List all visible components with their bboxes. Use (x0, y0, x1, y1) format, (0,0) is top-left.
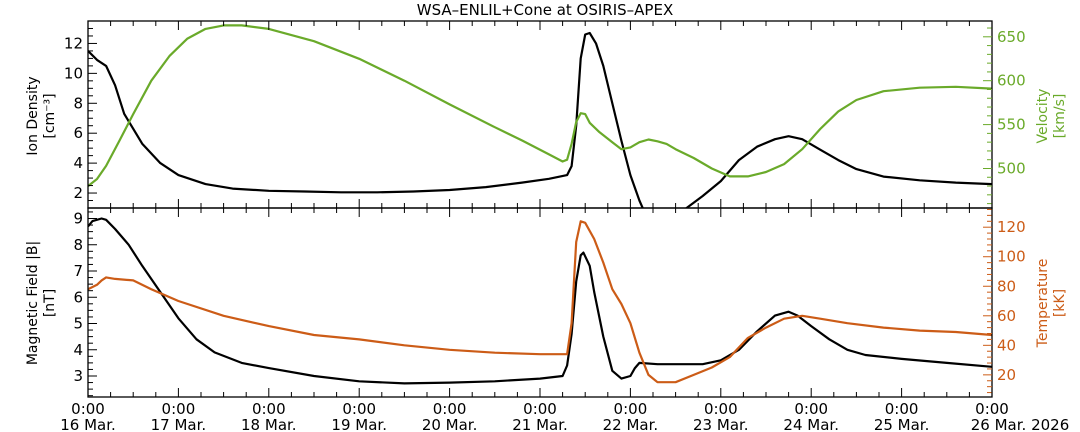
x-tick-time-label: 0:00 (975, 400, 1009, 418)
series-line-temperature (88, 220, 992, 384)
right-tick-label: 600 (997, 72, 1026, 90)
ion-density-axis-unit: [cm⁻³] (42, 93, 58, 138)
right-tick-label: 500 (997, 159, 1026, 177)
x-tick-time-label: 0:00 (885, 400, 919, 418)
x-tick-time-label: 0:00 (704, 400, 738, 418)
magnetic-field-axis-title: Magnetic Field |B| (25, 241, 41, 365)
right-tick-label: 60 (997, 307, 1016, 325)
temperature-axis-title: Temperature (1035, 259, 1051, 349)
x-tick-time-label: 0:00 (523, 400, 557, 418)
left-tick-label: 8 (73, 236, 83, 254)
bottom-panel-magnetic-field-temperature: Magnetic Field |B| [nT] Temperature [kK]… (25, 207, 1068, 398)
x-tick-time-label: 0:00 (433, 400, 467, 418)
x-tick-date-label: 23 Mar. (693, 416, 749, 432)
x-tick-date-label: 16 Mar. (60, 416, 116, 432)
right-tick-label: 40 (997, 336, 1016, 354)
left-tick-label: 6 (73, 288, 83, 306)
left-tick-label: 6 (73, 124, 83, 142)
series-line-velocity (88, 24, 992, 187)
ion-density-axis-title: Ion Density (25, 76, 41, 155)
right-tick-label: 120 (997, 218, 1026, 236)
x-tick-time-label: 0:00 (342, 400, 376, 418)
temperature-axis-unit: [kK] (1052, 289, 1068, 317)
x-tick-date-label: 25 Mar. (874, 416, 930, 432)
x-tick-date-label: 18 Mar. (241, 416, 297, 432)
right-tick-label: 550 (997, 116, 1026, 134)
x-tick-time-label: 0:00 (794, 400, 828, 418)
left-tick-label: 7 (73, 262, 83, 280)
x-tick-date-label: 22 Mar. (603, 416, 659, 432)
left-tick-label: 4 (73, 154, 83, 172)
x-tick-date-label: 21 Mar. (512, 416, 568, 432)
x-tick-date-label: 17 Mar. (151, 416, 207, 432)
left-tick-label: 9 (73, 210, 83, 228)
right-tick-label: 650 (997, 28, 1026, 46)
panel-frame (87, 207, 993, 398)
top-panel-ion-density-velocity: Ion Density [cm⁻³] Velocity [km/s] 2 4 6 8 1… (25, 20, 1068, 209)
x-tick-time-label: 0:00 (162, 400, 196, 418)
series-line-magnetic-field-b (88, 217, 992, 385)
right-tick-label: 100 (997, 248, 1026, 266)
left-tick-label: 3 (73, 367, 83, 385)
left-tick-label: 4 (73, 341, 83, 359)
chart-title: WSA–ENLIL+Cone at OSIRIS–APEX (417, 1, 673, 19)
left-tick-label: 12 (64, 34, 83, 52)
left-tick-label: 10 (64, 64, 83, 82)
left-tick-label: 8 (73, 94, 83, 112)
right-tick-label: 80 (997, 277, 1016, 295)
x-tick-date-label: 24 Mar. (783, 416, 839, 432)
velocity-axis-title: Velocity (1035, 89, 1051, 144)
x-tick-date-label: 26 Mar. 2026 (971, 416, 1070, 432)
left-tick-label: 5 (73, 315, 83, 333)
right-tick-label: 20 (997, 366, 1016, 384)
x-tick-time-label: 0:00 (614, 400, 648, 418)
x-tick-time-label: 0:00 (71, 400, 105, 418)
magnetic-field-axis-unit: [nT] (42, 289, 58, 317)
velocity-axis-unit: [km/s] (1052, 94, 1068, 139)
x-tick-date-label: 20 Mar. (422, 416, 478, 432)
series-line-ion-density (88, 31, 992, 208)
x-tick-date-label: 19 Mar. (331, 416, 387, 432)
x-tick-time-label: 0:00 (252, 400, 286, 418)
left-tick-label: 2 (73, 184, 83, 202)
